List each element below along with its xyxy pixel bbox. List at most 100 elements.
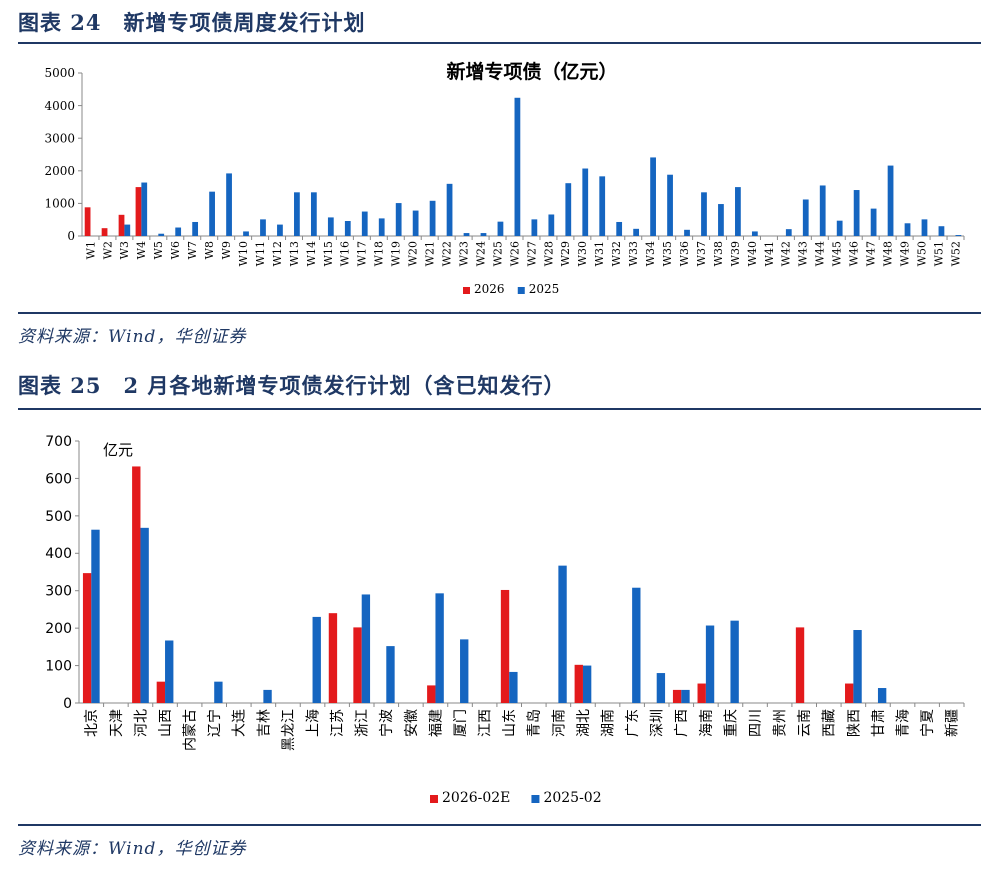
y-tick-label: 0: [67, 229, 75, 243]
title-rule-2: [18, 408, 981, 410]
x-tick-label: W46: [848, 241, 861, 266]
bar-2026-02E-云南: [795, 627, 805, 703]
x-tick-label: W16: [339, 241, 352, 266]
bar-2026-02E-广西: [672, 689, 682, 703]
x-tick-label: 陕西: [846, 709, 862, 737]
x-tick-label: W19: [390, 241, 403, 266]
x-tick-label: W9: [220, 241, 233, 259]
bar-2025-W49: [904, 223, 911, 236]
bar-2025-W5: [158, 233, 165, 236]
bar-2025-W44: [819, 185, 826, 236]
bar-2025-W7: [192, 221, 199, 236]
x-tick-label: W8: [203, 241, 216, 259]
bar-2025-W51: [938, 226, 945, 236]
x-tick-label: 青海: [895, 709, 911, 737]
x-tick-label: 湖北: [576, 709, 592, 737]
x-tick-label: 西藏: [822, 709, 838, 737]
x-tick-label: 内蒙古: [183, 709, 199, 751]
x-tick-label: 厦门: [453, 709, 469, 737]
x-tick-label: 吉林: [256, 709, 272, 737]
x-tick-label: W18: [373, 241, 386, 266]
bar-2025-W45: [836, 220, 843, 236]
x-tick-label: W33: [627, 241, 640, 266]
x-tick-label: 江西: [478, 709, 494, 737]
x-tick-label: W37: [695, 241, 708, 266]
title-rule-top: [18, 42, 981, 44]
x-tick-label: W49: [898, 241, 911, 266]
y-tick-label: 200: [45, 621, 72, 637]
y-tick-label: 400: [45, 546, 72, 562]
bar-2025-02-福建: [435, 593, 444, 703]
bar-2025-02-上海: [312, 616, 321, 703]
bar-2025-W35: [667, 174, 673, 236]
chart-title: 新增专项债（亿元）: [446, 60, 617, 83]
x-tick-label: W47: [865, 241, 878, 266]
figure-24-title: 图表 24 新增专项债周度发行计划: [18, 10, 366, 35]
bar-2026-W3: [118, 214, 125, 236]
x-tick-label: W20: [407, 241, 420, 266]
x-tick-label: W36: [678, 241, 691, 266]
legend-swatch-2026: [463, 287, 470, 294]
legend-label-2026: 2026: [474, 282, 505, 296]
y-tick-label: 100: [45, 658, 72, 674]
x-tick-label: W13: [288, 241, 301, 266]
bar-2026-02E-北京: [82, 573, 92, 703]
legend-swatch-2026-02E: [430, 795, 438, 803]
y-tick-label: 5000: [44, 66, 75, 80]
bar-2025-02-山西: [165, 640, 174, 703]
x-tick-label: 新疆: [945, 709, 961, 737]
x-tick-label: W23: [457, 241, 470, 266]
bar-2025-W52: [955, 235, 962, 236]
x-tick-label: 浙江: [355, 709, 371, 737]
y-tick-label: 700: [45, 434, 72, 450]
x-tick-label: 山东: [502, 709, 518, 737]
x-tick-label: W29: [559, 241, 572, 266]
x-tick-label: W6: [169, 241, 182, 259]
x-tick-label: W12: [271, 241, 284, 266]
source-rule-1: [18, 312, 981, 314]
bar-2025-W13: [294, 192, 300, 236]
x-tick-label: 江苏: [330, 709, 346, 737]
x-tick-label: 安徽: [404, 709, 420, 737]
bar-2025-W12: [277, 224, 283, 236]
x-tick-label: W51: [932, 241, 945, 266]
bar-2025-02-宁波: [386, 646, 395, 703]
bar-2025-02-深圳: [656, 673, 666, 703]
x-tick-label: 深圳: [650, 709, 666, 737]
bar-2026-W4: [135, 187, 142, 236]
bar-2025-02-河南: [558, 565, 567, 703]
x-tick-label: 上海: [305, 709, 321, 737]
x-tick-label: W35: [661, 241, 674, 266]
x-tick-label: W40: [746, 241, 759, 266]
bar-2025-W40: [751, 231, 758, 236]
bar-2026-02E-福建: [427, 685, 436, 703]
x-tick-label: 山西: [158, 709, 174, 737]
bar-2025-W8: [209, 191, 215, 236]
x-tick-label: 天津: [109, 709, 125, 737]
bar-2025-02-河北: [140, 527, 149, 703]
bar-2025-02-北京: [91, 529, 100, 703]
x-tick-label: W38: [712, 241, 725, 266]
x-tick-label: W31: [593, 241, 606, 266]
x-tick-label: W48: [882, 241, 895, 266]
x-tick-label: W25: [491, 241, 504, 266]
unit-label: 亿元: [103, 441, 133, 459]
bar-2025-02-山东: [509, 671, 518, 703]
x-tick-label: 河北: [133, 709, 149, 737]
x-tick-label: W43: [797, 241, 810, 266]
bar-2025-W46: [853, 190, 860, 236]
x-tick-label: 宁波: [378, 709, 395, 737]
bar-2025-W19: [395, 203, 402, 236]
x-tick-label: 四川: [748, 709, 764, 737]
x-tick-label: W44: [814, 241, 827, 266]
y-tick-label: 300: [45, 584, 72, 600]
y-tick-label: 2000: [44, 164, 75, 178]
x-tick-label: W26: [508, 241, 521, 266]
bar-2026-02E-陕西: [845, 683, 854, 703]
y-tick-label: 0: [63, 696, 72, 712]
x-tick-label: W30: [576, 241, 589, 266]
x-tick-label: 贵州: [773, 709, 789, 737]
bar-2025-W47: [870, 208, 877, 236]
x-tick-label: 河南: [551, 709, 567, 737]
bar-2025-W11: [260, 219, 266, 236]
